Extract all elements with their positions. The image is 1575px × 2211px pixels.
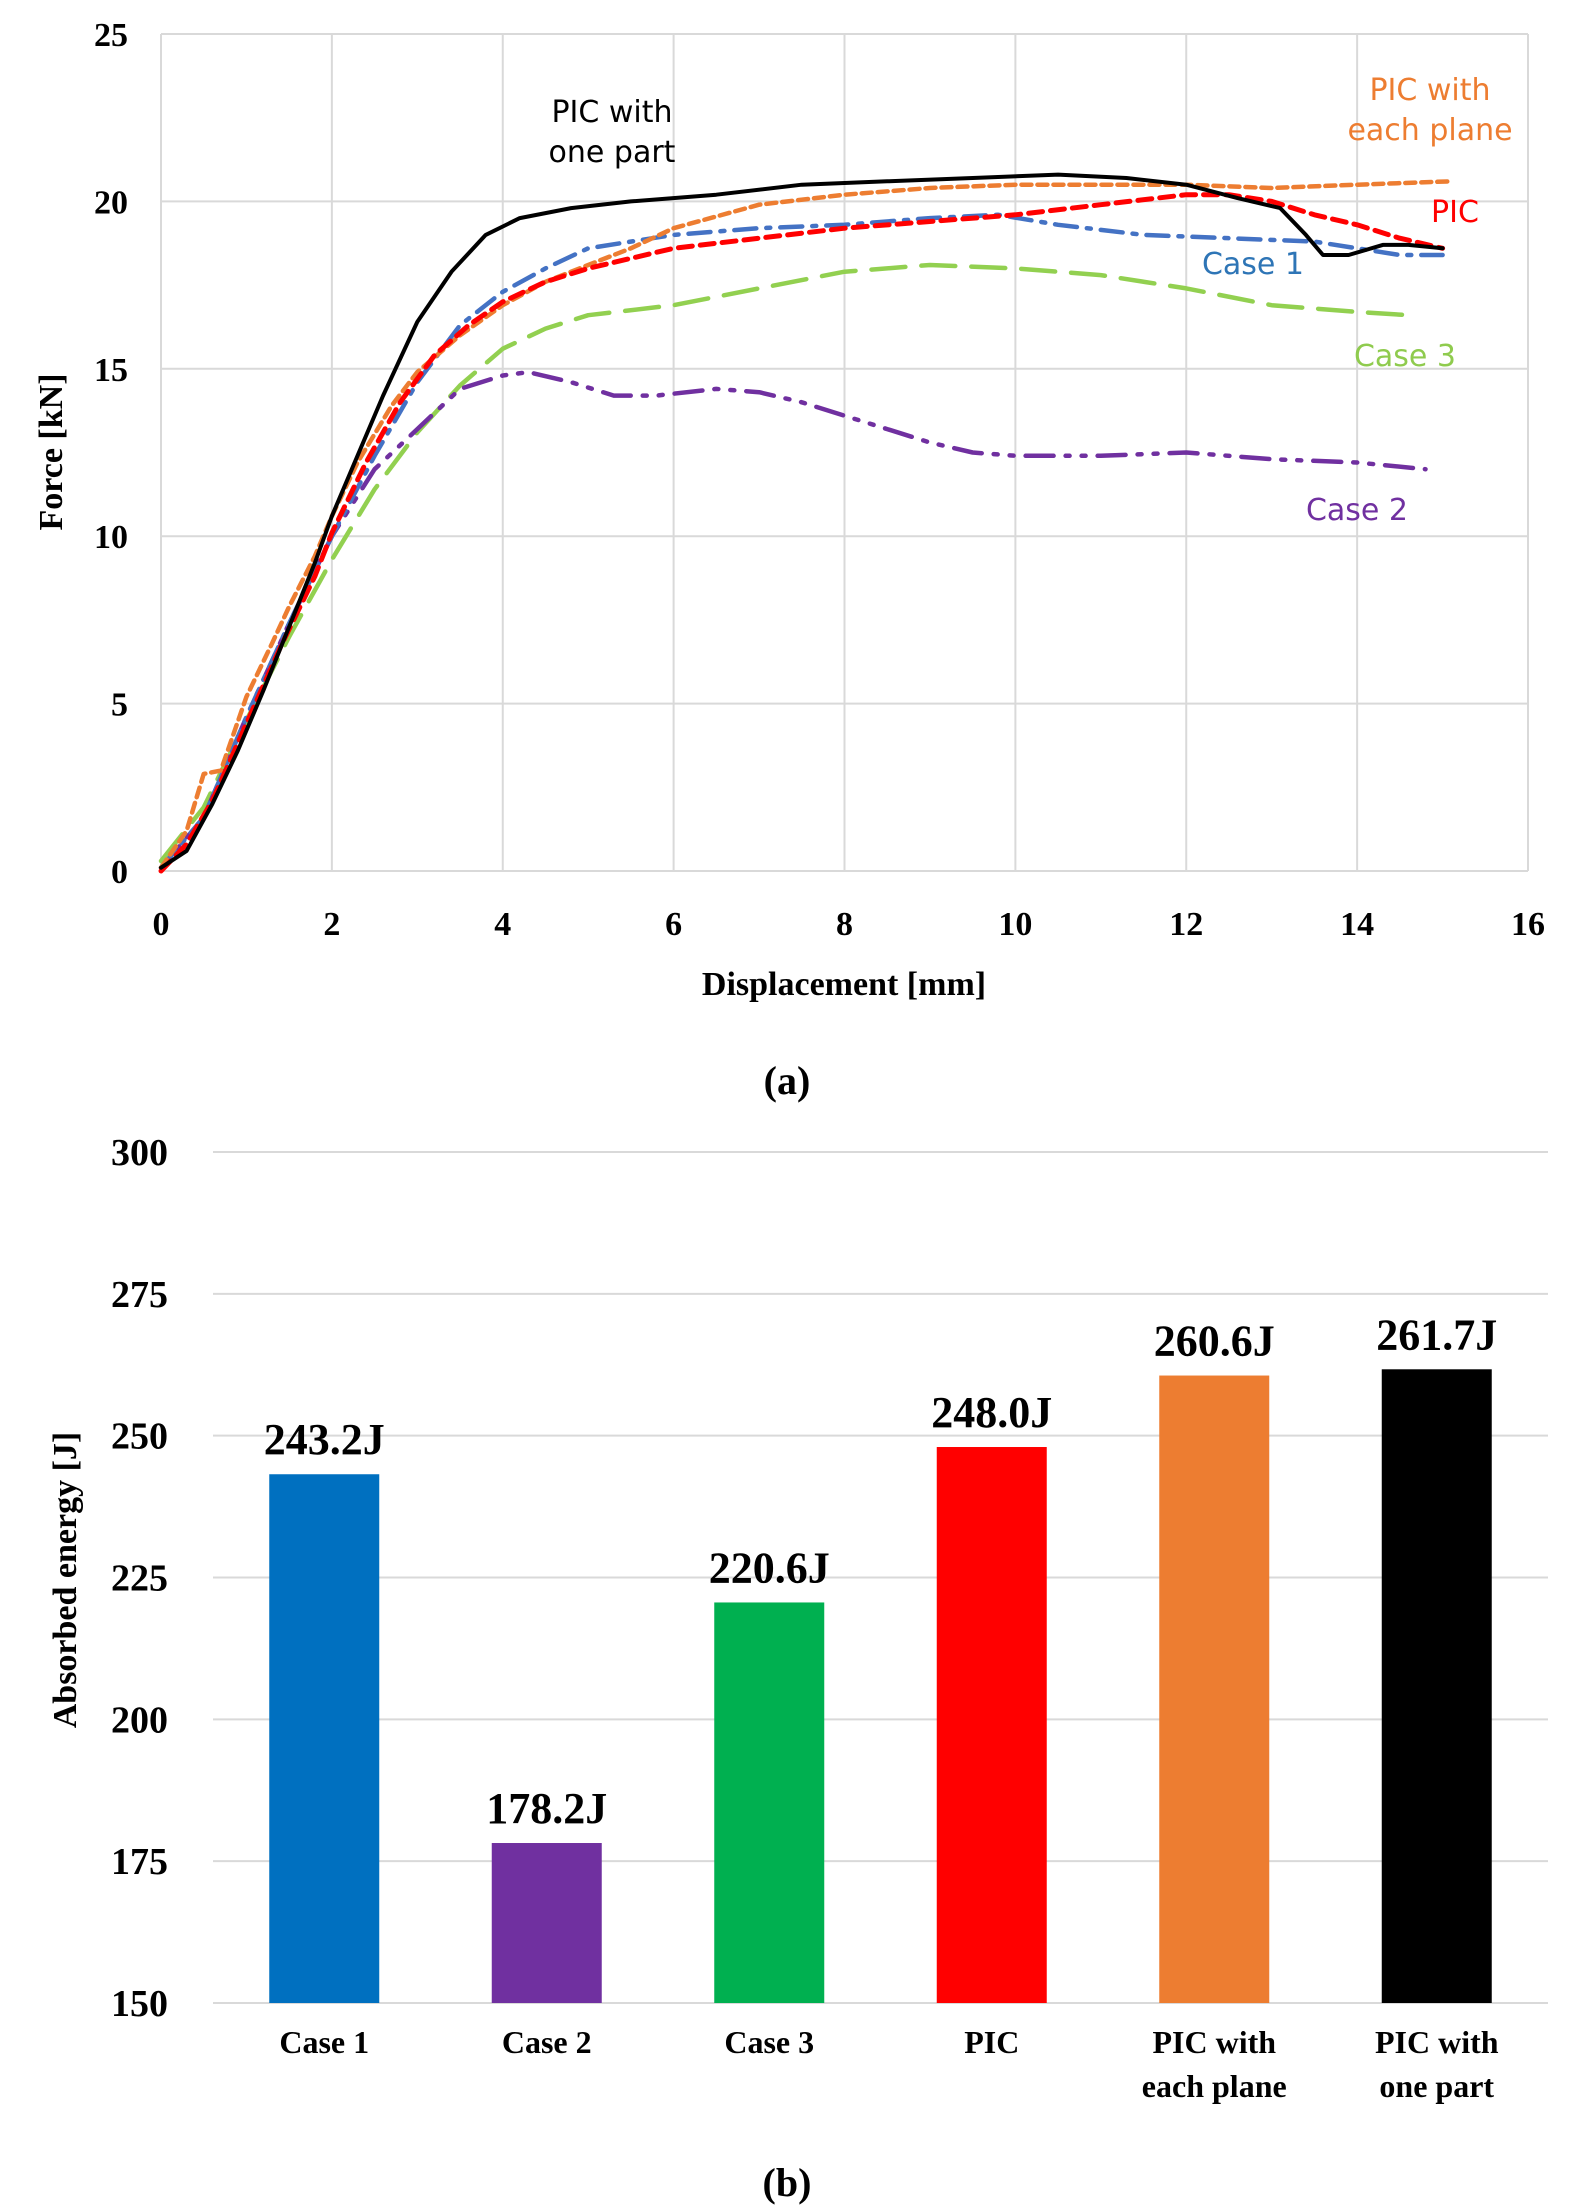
y-tick-label: 275 [111, 1274, 168, 1316]
bar-pic [936, 1447, 1047, 2003]
series-line-pic [158, 192, 1446, 874]
bar-pic-with-one-part [1381, 1369, 1492, 2003]
chart-b-caption: (b) [763, 2160, 812, 2205]
force-displacement-chart: 0 5 10 15 20 25 0 2 4 6 8 10 12 14 16 PIC with one par… [33, 17, 1545, 1103]
bar-value-label: 178.2J [486, 1784, 607, 1833]
bar-value-label: 220.6J [709, 1543, 830, 1592]
category-label-line: PIC with [1375, 2024, 1499, 2060]
bar-value-label: 248.0J [931, 1388, 1052, 1437]
series-label-case-3: Case 3 [1354, 339, 1456, 374]
chart-a-x-axis-title: Displacement [mm] [702, 966, 986, 1003]
series-line-pic-with-each-plane [158, 179, 1454, 870]
category-label-line: Case 2 [502, 2024, 592, 2060]
y-tick-label: 300 [111, 1132, 168, 1174]
x-tick-label: 12 [1169, 906, 1203, 943]
y-tick-label: 0 [111, 854, 128, 891]
series-label-line: one part [549, 135, 676, 170]
chart-b-bars [269, 1369, 1492, 2003]
series-label-pic: PIC [1431, 195, 1479, 230]
category-label-line: Case 1 [279, 2024, 369, 2060]
x-tick-label: 6 [665, 906, 682, 943]
series-label-line: PIC with [551, 95, 672, 130]
category-label-line: PIC with [1152, 2024, 1276, 2060]
series-label-pic-with-each-plane: PIC with each plane [1347, 73, 1512, 148]
x-tick-label: 14 [1340, 906, 1374, 943]
category-label: Case 2 [502, 2024, 592, 2060]
series-line-case-1 [158, 212, 1445, 870]
category-label-line: Case 3 [724, 2024, 814, 2060]
y-tick-label: 150 [111, 1983, 168, 2025]
bar-value-label: 243.2J [264, 1415, 385, 1464]
chart-b-y-tick-labels: 150 175 200 225 250 275 300 [111, 1132, 168, 2025]
category-label-line: one part [1379, 2068, 1494, 2104]
chart-b-bar-value-labels: 243.2J 178.2J 220.6J 248.0J 260.6J 261.7J [264, 1310, 1498, 1833]
series-label-line: PIC with [1369, 73, 1490, 108]
y-tick-label: 10 [94, 519, 128, 556]
y-tick-label: 175 [111, 1841, 168, 1883]
y-tick-label: 250 [111, 1416, 168, 1458]
chart-a-y-axis-title: Force [kN] [33, 373, 70, 530]
series-label-line: Case 2 [1306, 493, 1408, 528]
y-tick-label: 225 [111, 1558, 168, 1600]
y-tick-label: 15 [94, 352, 128, 389]
category-label: PIC with each plane [1142, 2024, 1287, 2104]
category-label: PIC with one part [1375, 2024, 1499, 2104]
series-label-line: Case 1 [1202, 247, 1304, 282]
absorbed-energy-chart: 150 175 200 225 250 275 300 243.2J 178.2J 220.6J… [47, 1132, 1548, 2205]
series-line-pic-with-one-part [159, 172, 1445, 870]
chart-a-x-tick-labels: 0 2 4 6 8 10 12 14 16 [153, 906, 1546, 943]
category-label: Case 3 [724, 2024, 814, 2060]
chart-a-series-labels: PIC with one part PIC with each plane PIC Cas… [549, 73, 1513, 528]
series-label-case-2: Case 2 [1306, 493, 1408, 528]
bar-pic-with-each-plane [1159, 1375, 1270, 2003]
series-label-case-1: Case 1 [1202, 247, 1304, 282]
x-tick-label: 0 [153, 906, 170, 943]
series-label-line: each plane [1347, 113, 1512, 148]
chart-a-series [158, 172, 1454, 874]
y-tick-label: 5 [111, 687, 128, 724]
bar-value-label: 260.6J [1154, 1317, 1275, 1366]
x-tick-label: 2 [323, 906, 340, 943]
series-line-case-2 [158, 369, 1428, 870]
x-tick-label: 8 [836, 906, 853, 943]
bar-case-3 [714, 1602, 825, 2003]
bar-case-1 [269, 1474, 380, 2003]
series-label-line: PIC [1431, 195, 1479, 230]
y-tick-label: 20 [94, 184, 128, 221]
chart-b-y-axis-title: Absorbed energy [J] [47, 1432, 84, 1729]
category-label: PIC [964, 2024, 1019, 2060]
series-label-pic-with-one-part: PIC with one part [549, 95, 676, 170]
x-tick-label: 10 [998, 906, 1032, 943]
series-label-line: Case 3 [1354, 339, 1456, 374]
series-line-case-3 [158, 262, 1411, 864]
x-tick-label: 16 [1511, 906, 1545, 943]
x-tick-label: 4 [494, 906, 511, 943]
bar-case-2 [491, 1843, 602, 2003]
category-label-line: PIC [964, 2024, 1019, 2060]
chart-a-y-tick-labels: 0 5 10 15 20 25 [94, 17, 128, 891]
category-label-line: each plane [1142, 2068, 1287, 2104]
chart-a-caption: (a) [764, 1058, 811, 1103]
chart-b-category-labels: Case 1 Case 2 Case 3 PIC PIC with each planeP… [279, 2024, 1498, 2104]
category-label: Case 1 [279, 2024, 369, 2060]
bar-value-label: 261.7J [1376, 1310, 1497, 1359]
y-tick-label: 200 [111, 1699, 168, 1741]
chart-b-gridlines [213, 1151, 1548, 2004]
y-tick-label: 25 [94, 17, 128, 54]
